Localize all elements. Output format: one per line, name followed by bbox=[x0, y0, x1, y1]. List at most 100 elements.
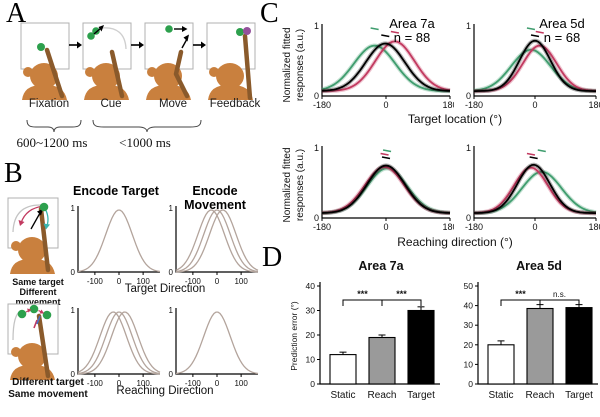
y-tick-label: 1 bbox=[314, 21, 319, 31]
timing-cue-move: <1000 ms bbox=[119, 135, 171, 150]
significance-label: n.s. bbox=[553, 290, 566, 299]
y-tick-label: 20 bbox=[306, 330, 316, 340]
y-tick-label: 40 bbox=[306, 281, 316, 291]
movement-path-blue bbox=[36, 315, 41, 325]
category-label: Target bbox=[407, 390, 435, 401]
panel-d-label: D bbox=[262, 242, 283, 273]
y-axis-label: Prediction error (°) bbox=[289, 301, 299, 371]
timing-fixation: 600~1200 ms bbox=[16, 135, 88, 150]
stage-label-feedback: Feedback bbox=[209, 98, 261, 110]
monkey-arm bbox=[173, 49, 190, 99]
category-label: Reach bbox=[526, 390, 555, 401]
x-tick-label: -180 bbox=[465, 222, 483, 232]
tuning-curve-halo bbox=[321, 39, 451, 94]
chart-title: Area 7a bbox=[358, 259, 404, 273]
xlabel-reaching-direction: Reaching Direction bbox=[116, 385, 214, 397]
y-tick-label: 1 bbox=[466, 21, 471, 31]
plot-encode-movement-reachdir: -100 0 100 0 1 bbox=[169, 306, 259, 388]
x-tick-label: 100 bbox=[136, 379, 150, 388]
significance-label: *** bbox=[515, 289, 526, 299]
x-tick-label: -180 bbox=[465, 100, 483, 110]
category-label: Target bbox=[565, 390, 593, 401]
y-tick-label: 0 bbox=[314, 213, 319, 223]
stage-label-fixation: Fixation bbox=[28, 98, 70, 110]
y-tick-label: 0 bbox=[310, 379, 315, 389]
y-tick-label: 50 bbox=[464, 281, 474, 291]
x-tick-label: -180 bbox=[313, 222, 331, 232]
ylabel-normalized-responses-row2: Normalized fitted responses (a.u.) bbox=[282, 147, 306, 223]
monkey-arm bbox=[38, 206, 51, 273]
x-tick-label: -100 bbox=[185, 277, 202, 286]
tuning-curve bbox=[175, 311, 259, 375]
tuning-curve bbox=[175, 209, 259, 273]
x-tick-label: 0 bbox=[383, 222, 388, 232]
axes bbox=[175, 308, 258, 375]
tuning-curve bbox=[474, 39, 596, 92]
target-dot bbox=[42, 310, 52, 320]
column-title-encode-target: Encode Target bbox=[73, 184, 159, 198]
y-tick-label: 1 bbox=[314, 143, 319, 153]
x-tick-label: 180 bbox=[442, 222, 454, 232]
y-tick-label: 30 bbox=[464, 320, 474, 330]
tuning-curve bbox=[321, 42, 451, 92]
y-tick-label: 0 bbox=[169, 268, 174, 277]
peak-marker bbox=[530, 34, 540, 38]
peak-marker bbox=[382, 149, 392, 153]
panel-a-label: A bbox=[6, 0, 27, 29]
axes bbox=[77, 308, 160, 375]
tuning-curve bbox=[321, 167, 451, 214]
y-tick-label: 40 bbox=[464, 301, 474, 311]
tuning-curve bbox=[77, 311, 161, 375]
barchart-area5d: Area 5d 0 10 20 30 40 50 Static Reach Target *** n.… bbox=[464, 259, 598, 401]
panel-b-label: B bbox=[4, 158, 23, 189]
condition-1-label: Same target Different movement bbox=[12, 277, 64, 307]
x-tick-label: -100 bbox=[87, 277, 104, 286]
stage-fixation-figure bbox=[20, 22, 70, 100]
stage-label-move: Move bbox=[158, 98, 188, 110]
y-tick-label: 1 bbox=[71, 306, 76, 315]
category-label: Reach bbox=[368, 390, 397, 401]
target-dot bbox=[17, 309, 27, 319]
plot-area5d-target-location: -180018001 bbox=[465, 21, 600, 110]
target-dot bbox=[39, 202, 49, 212]
condition-1-figure bbox=[7, 197, 59, 274]
stage-feedback-figure bbox=[206, 22, 256, 100]
bar-static bbox=[487, 344, 515, 385]
tuning-curve bbox=[77, 311, 161, 375]
monkey-arm bbox=[44, 47, 65, 99]
x-tick-label: 180 bbox=[588, 100, 600, 110]
y-tick-label: 30 bbox=[306, 306, 316, 316]
x-tick-label: 0 bbox=[215, 379, 220, 388]
x-tick-label: 180 bbox=[588, 222, 600, 232]
y-tick-label: 1 bbox=[71, 204, 76, 213]
tuning-curve bbox=[321, 165, 450, 214]
column-title-encode-movement: Encode Movement bbox=[184, 184, 246, 212]
target-dot bbox=[37, 43, 45, 51]
tuning-curve-halo bbox=[321, 163, 451, 216]
significance-bracket bbox=[381, 299, 422, 306]
tuning-curve bbox=[321, 164, 451, 214]
plot-area7a-reaching-direction: -180018001 bbox=[313, 143, 454, 232]
target-dot bbox=[87, 32, 95, 40]
x-tick-label: -100 bbox=[87, 379, 104, 388]
stage-label-cue: Cue bbox=[100, 98, 122, 110]
screen-box bbox=[20, 22, 70, 70]
y-tick-label: 0 bbox=[466, 213, 471, 223]
target-dot bbox=[165, 25, 173, 33]
barchart-area7a: Area 7a 0 10 20 30 40 Static Reach Target *** *** P… bbox=[289, 259, 440, 401]
stage-arrow-icon bbox=[69, 41, 82, 49]
x-tick-label: 0 bbox=[117, 379, 122, 388]
movement-path-red bbox=[33, 319, 38, 329]
bar-reach bbox=[526, 307, 554, 385]
peak-marker bbox=[535, 30, 544, 34]
movement-arrow bbox=[181, 38, 188, 49]
x-tick-label: 100 bbox=[136, 277, 150, 286]
tuning-curve bbox=[473, 48, 596, 92]
red-arrowhead bbox=[18, 220, 25, 226]
peak-marker bbox=[381, 156, 391, 160]
condition-2-label: Different target Same movement bbox=[8, 377, 88, 400]
feedback-dot bbox=[243, 27, 251, 35]
significance-bracket bbox=[500, 299, 541, 306]
x-tick-label: 0 bbox=[383, 100, 388, 110]
cue-trajectory-arc bbox=[100, 27, 127, 50]
